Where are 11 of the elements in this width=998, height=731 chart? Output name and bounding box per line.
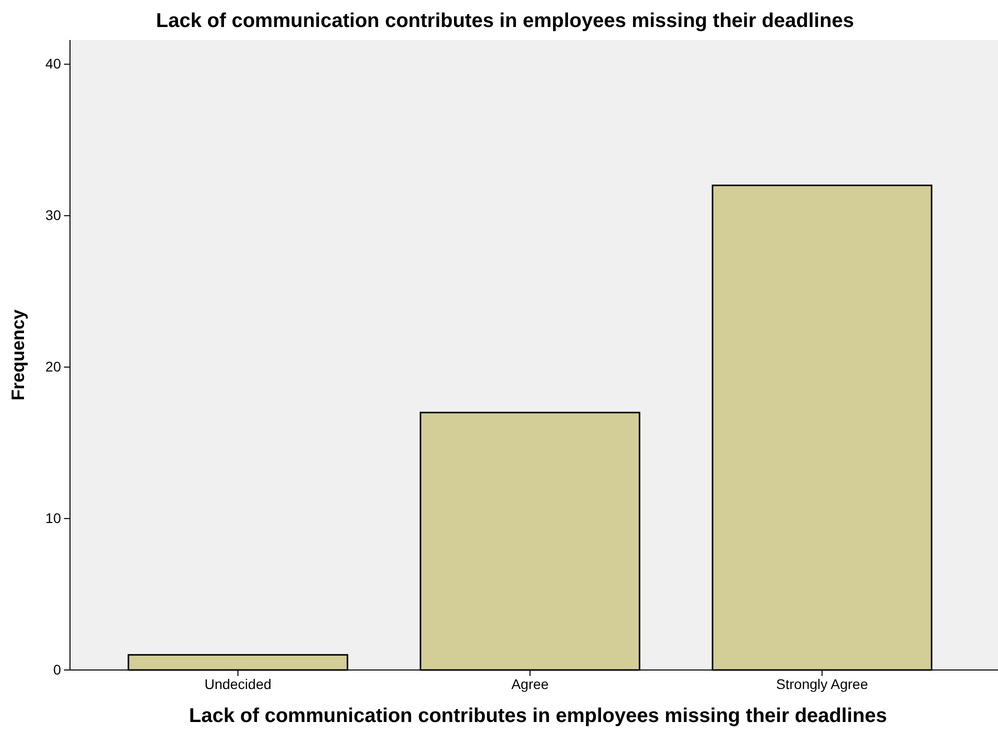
x-axis-title: Lack of communication contributes in employees missing their deadlines xyxy=(189,705,887,727)
y-tick-label: 30 xyxy=(45,207,62,224)
y-tick-label: 20 xyxy=(45,358,62,375)
chart-title: Lack of communication contributes in employees missing their deadlines xyxy=(156,10,854,32)
y-tick-label: 10 xyxy=(45,510,62,526)
x-tick-label: Strongly Agree xyxy=(776,676,868,692)
y-tick-label: 0 xyxy=(53,661,62,678)
x-tick-label: Agree xyxy=(511,676,549,692)
y-axis-title: Frequency xyxy=(8,309,28,401)
x-tick-label: Undecided xyxy=(204,676,272,692)
y-tick-label: 40 xyxy=(45,56,62,72)
